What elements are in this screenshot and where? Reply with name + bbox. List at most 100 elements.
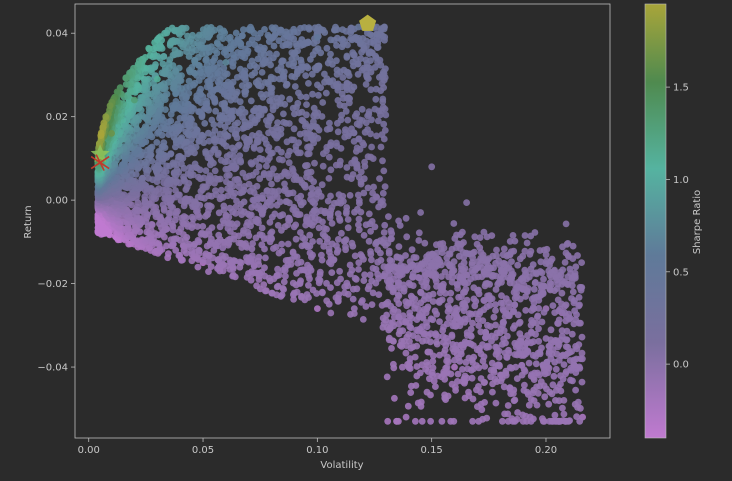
portfolio-point (450, 258, 458, 265)
portfolio-point (485, 292, 493, 299)
y-tick-label: 0.02 (46, 112, 68, 123)
portfolio-point (470, 284, 478, 292)
portfolio-point (122, 81, 130, 88)
portfolio-point (368, 218, 376, 225)
portfolio-point (534, 369, 541, 377)
portfolio-point (384, 417, 392, 425)
portfolio-point (256, 231, 264, 238)
portfolio-point (510, 307, 518, 315)
portfolio-point (248, 245, 256, 253)
portfolio-point (343, 204, 351, 211)
portfolio-point (260, 281, 268, 289)
portfolio-point (385, 213, 392, 221)
portfolio-point (258, 224, 266, 232)
portfolio-point (432, 383, 439, 390)
portfolio-point (152, 203, 160, 211)
portfolio-point (297, 277, 304, 285)
portfolio-point (235, 141, 243, 149)
portfolio-point (202, 167, 210, 175)
portfolio-point (484, 321, 491, 329)
portfolio-point (326, 119, 333, 127)
portfolio-point (266, 97, 274, 105)
portfolio-point (263, 91, 270, 98)
portfolio-point (504, 402, 512, 409)
portfolio-point (271, 210, 279, 218)
portfolio-point (258, 69, 266, 76)
portfolio-point (568, 348, 575, 355)
portfolio-point (516, 330, 524, 338)
portfolio-point (279, 211, 287, 219)
portfolio-point (274, 119, 281, 127)
portfolio-point (522, 307, 530, 314)
portfolio-point (221, 123, 229, 131)
portfolio-point (275, 155, 283, 163)
portfolio-point (405, 279, 413, 287)
portfolio-point (390, 360, 397, 368)
portfolio-point (236, 152, 244, 160)
portfolio-point (288, 49, 296, 57)
portfolio-point (319, 99, 327, 106)
portfolio-point (450, 417, 458, 425)
portfolio-point (382, 65, 389, 73)
portfolio-point (414, 274, 422, 281)
portfolio-point (376, 175, 383, 183)
portfolio-point (315, 224, 323, 232)
portfolio-point (428, 163, 436, 171)
portfolio-point (257, 90, 265, 98)
portfolio-point (381, 126, 389, 134)
portfolio-point (454, 370, 462, 378)
portfolio-point (255, 77, 262, 85)
portfolio-point (440, 280, 447, 288)
portfolio-point (395, 243, 403, 251)
portfolio-point (575, 363, 583, 371)
portfolio-point (306, 231, 314, 239)
portfolio-point (325, 175, 333, 182)
portfolio-point (426, 348, 434, 356)
portfolio-point (278, 57, 286, 65)
portfolio-point (205, 192, 213, 200)
portfolio-point (574, 252, 581, 259)
portfolio-point (348, 266, 356, 274)
portfolio-point (393, 253, 401, 261)
portfolio-point (504, 410, 512, 418)
portfolio-point (550, 372, 558, 380)
portfolio-point (99, 124, 107, 132)
portfolio-point (333, 139, 340, 147)
portfolio-point (248, 36, 256, 44)
portfolio-point (409, 332, 417, 339)
portfolio-point (351, 274, 359, 282)
colorbar-tick-label: 1.5 (673, 83, 689, 94)
portfolio-point (508, 258, 515, 265)
portfolio-point (347, 35, 355, 42)
portfolio-point (310, 118, 317, 126)
portfolio-point (380, 23, 388, 31)
portfolio-point (320, 224, 328, 232)
portfolio-point (431, 307, 439, 315)
portfolio-point (261, 264, 268, 272)
portfolio-point (295, 89, 302, 97)
portfolio-point (516, 318, 524, 326)
portfolio-point (443, 363, 451, 371)
portfolio-point (463, 199, 470, 207)
portfolio-point (266, 112, 274, 120)
portfolio-point (195, 108, 202, 116)
portfolio-point (559, 404, 566, 412)
portfolio-point (406, 309, 414, 317)
portfolio-point (306, 249, 314, 257)
portfolio-point (475, 383, 482, 390)
portfolio-point (354, 71, 362, 78)
portfolio-point (418, 417, 426, 425)
portfolio-point (399, 363, 406, 371)
portfolio-point (375, 291, 383, 298)
portfolio-point (525, 359, 533, 367)
portfolio-point (369, 289, 377, 297)
portfolio-point (247, 97, 255, 105)
portfolio-point (319, 230, 327, 238)
portfolio-point (355, 215, 363, 223)
portfolio-point (513, 415, 521, 423)
portfolio-point (355, 135, 363, 143)
portfolio-point (511, 237, 519, 245)
portfolio-point (481, 399, 488, 406)
portfolio-point (430, 377, 438, 385)
portfolio-point (430, 270, 438, 277)
